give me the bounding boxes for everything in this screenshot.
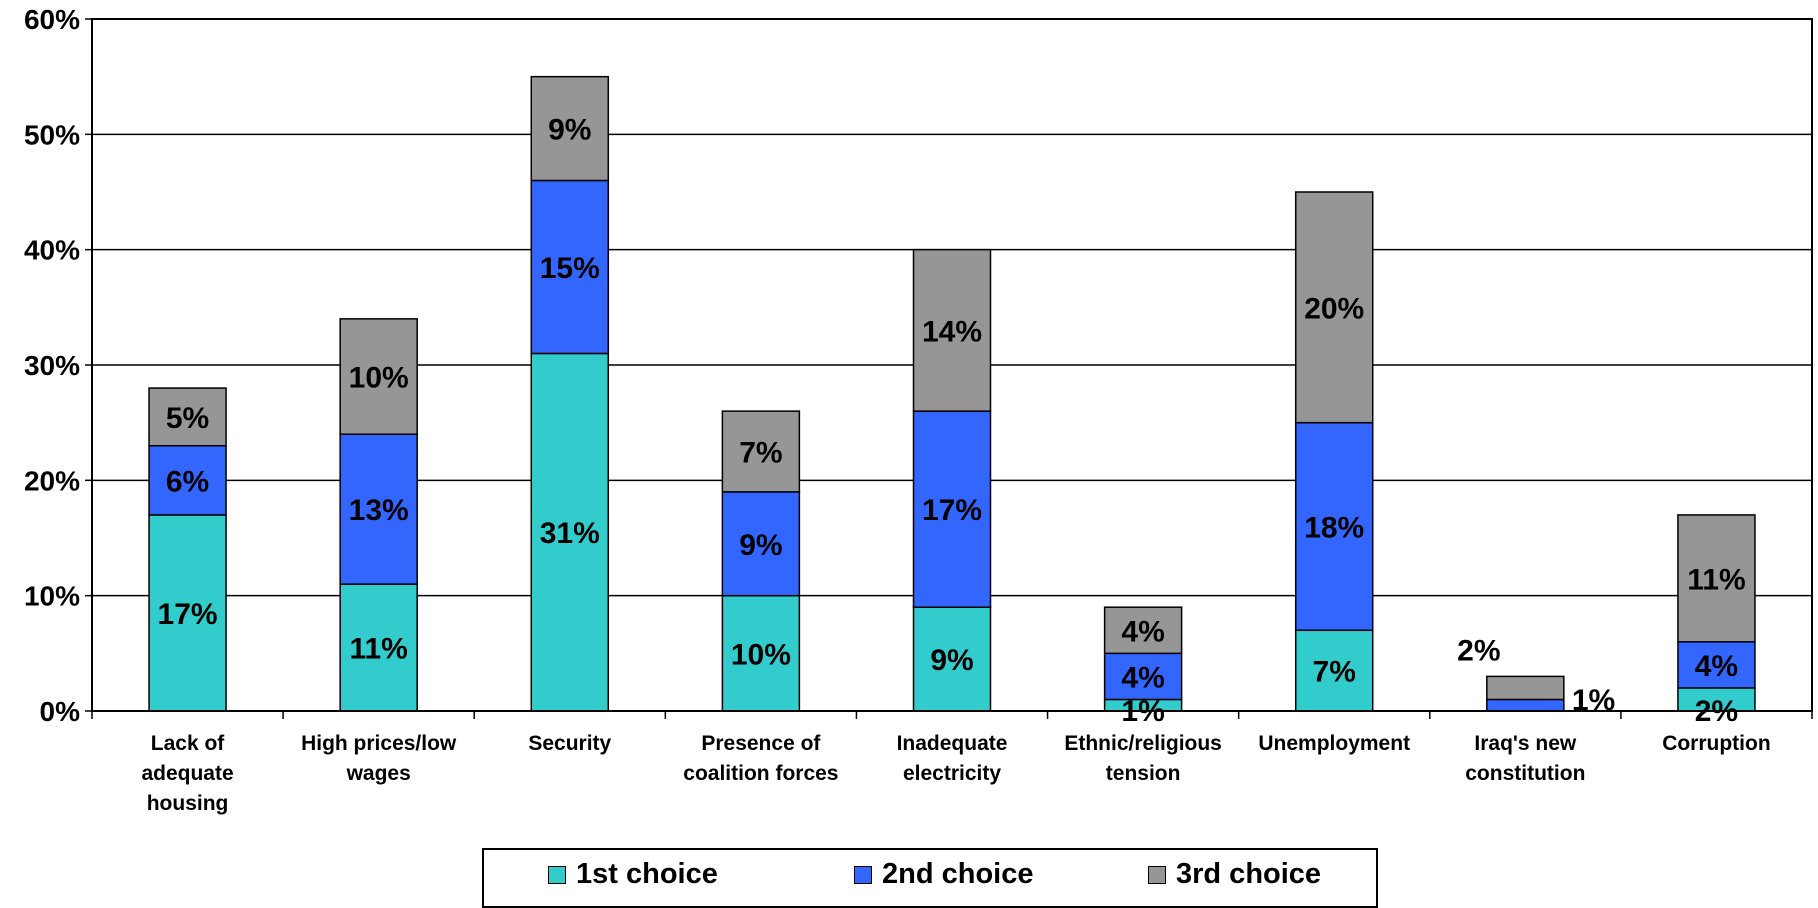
bar-1st-choice-security (530, 352, 610, 712)
data-label: 11% (349, 633, 407, 666)
data-label: 13% (349, 494, 409, 527)
x-tick-label: Ethnic/religious tension (1064, 732, 1222, 785)
bar-3rd-choice-ethnic-religious-tension (1103, 606, 1183, 655)
data-label: 6% (166, 465, 209, 498)
x-tick-label: Lack of adequate housing (141, 732, 233, 815)
x-tick-label: Inadequate electricity (897, 732, 1008, 785)
data-label: 18% (1304, 511, 1364, 544)
x-tick-label: Iraq's new constitution (1465, 732, 1585, 785)
data-label: 4% (1695, 650, 1738, 683)
bar-2nd-choice-inadequate-electricity (912, 410, 992, 608)
bar-3rd-choice-lack-of-adequate-housing (148, 387, 227, 447)
legend-label-3rd-choice: 3rd choice (1176, 858, 1322, 890)
data-label: 9% (930, 644, 973, 677)
data-label: 9% (739, 529, 782, 562)
bar-2nd-choice-corruption (1677, 641, 1756, 689)
bar-2nd-choice-ethnic-religious-tension (1103, 652, 1183, 701)
legend-item-3rd-choice: 3rd choice (1148, 858, 1321, 891)
data-label: 7% (1313, 656, 1356, 689)
bar-2nd-choice-lack-of-adequate-housing (148, 444, 227, 516)
y-tick-label: 50% (24, 119, 80, 150)
bar-3rd-choice-corruption (1677, 514, 1756, 643)
bar-1st-choice-presence-of-coalition-forces (721, 594, 801, 712)
y-tick-label: 30% (24, 350, 80, 381)
x-tick-label: Corruption (1662, 732, 1770, 755)
data-label: 7% (739, 437, 782, 470)
legend-swatch-2nd-choice (854, 865, 872, 884)
data-label: 11% (1687, 563, 1745, 596)
data-label: 10% (349, 362, 409, 395)
plot-area-frame (91, 18, 1813, 712)
bar-1st-choice-lack-of-adequate-housing (148, 514, 227, 712)
bar-3rd-choice-presence-of-coalition-forces (721, 410, 801, 493)
data-label: 15% (540, 252, 600, 285)
data-label: 5% (166, 402, 209, 435)
bar-3rd-choice-iraq-s-new-constitution (1486, 675, 1565, 701)
y-tick-label: 60% (24, 4, 80, 35)
bar-1st-choice-inadequate-electricity (912, 606, 992, 712)
x-tick-label: High prices/low wages (301, 732, 457, 785)
data-label: 17% (158, 598, 218, 631)
bar-3rd-choice-unemployment (1294, 191, 1374, 424)
legend-swatch-3rd-choice (1148, 865, 1166, 884)
y-tick-label: 0% (40, 696, 81, 727)
y-tick-label: 20% (24, 465, 80, 496)
bar-2nd-choice-security (530, 179, 610, 355)
x-tick-label: Security (528, 732, 611, 755)
legend-swatch-1st-choice (548, 865, 566, 884)
data-label: 20% (1304, 292, 1364, 325)
bar-2nd-choice-high-prices-low-wages (339, 433, 418, 585)
bar-2nd-choice-presence-of-coalition-forces (721, 491, 801, 597)
legend-label-1st-choice: 1st choice (576, 858, 718, 890)
data-label: 17% (922, 494, 982, 527)
bar-1st-choice-high-prices-low-wages (339, 583, 418, 712)
bars (148, 75, 1756, 712)
data-label: 2% (1457, 634, 1500, 667)
bar-2nd-choice-iraq-s-new-constitution (1486, 698, 1565, 712)
data-label: 10% (731, 638, 791, 671)
bar-3rd-choice-inadequate-electricity (912, 248, 992, 412)
x-tick-label: Presence of coalition forces (683, 732, 838, 785)
y-tick-label: 40% (24, 235, 80, 266)
data-label: 1% (1572, 684, 1615, 717)
data-label: 14% (922, 315, 982, 348)
data-label: 4% (1121, 661, 1164, 694)
legend-item-2nd-choice: 2nd choice (854, 858, 1034, 891)
data-label: 31% (540, 517, 600, 550)
data-label: 9% (548, 114, 591, 147)
bar-3rd-choice-security (530, 75, 610, 182)
bar-1st-choice-unemployment (1294, 629, 1374, 712)
x-tick-label: Unemployment (1258, 732, 1410, 755)
legend: 1st choice 2nd choice 3rd choice (482, 848, 1378, 908)
data-label: 4% (1121, 615, 1164, 648)
x-axis-labels: Lack of adequate housing High prices/low wag… (141, 732, 1770, 815)
bar-2nd-choice-unemployment (1294, 421, 1374, 632)
bar-3rd-choice-high-prices-low-wages (339, 318, 418, 435)
y-axis-ticks: 0% 10% 20% 30% 40% 50% 60% (24, 4, 1813, 727)
legend-label-2nd-choice: 2nd choice (882, 858, 1034, 890)
y-tick-label: 10% (24, 581, 80, 612)
legend-item-1st-choice: 1st choice (548, 858, 718, 891)
